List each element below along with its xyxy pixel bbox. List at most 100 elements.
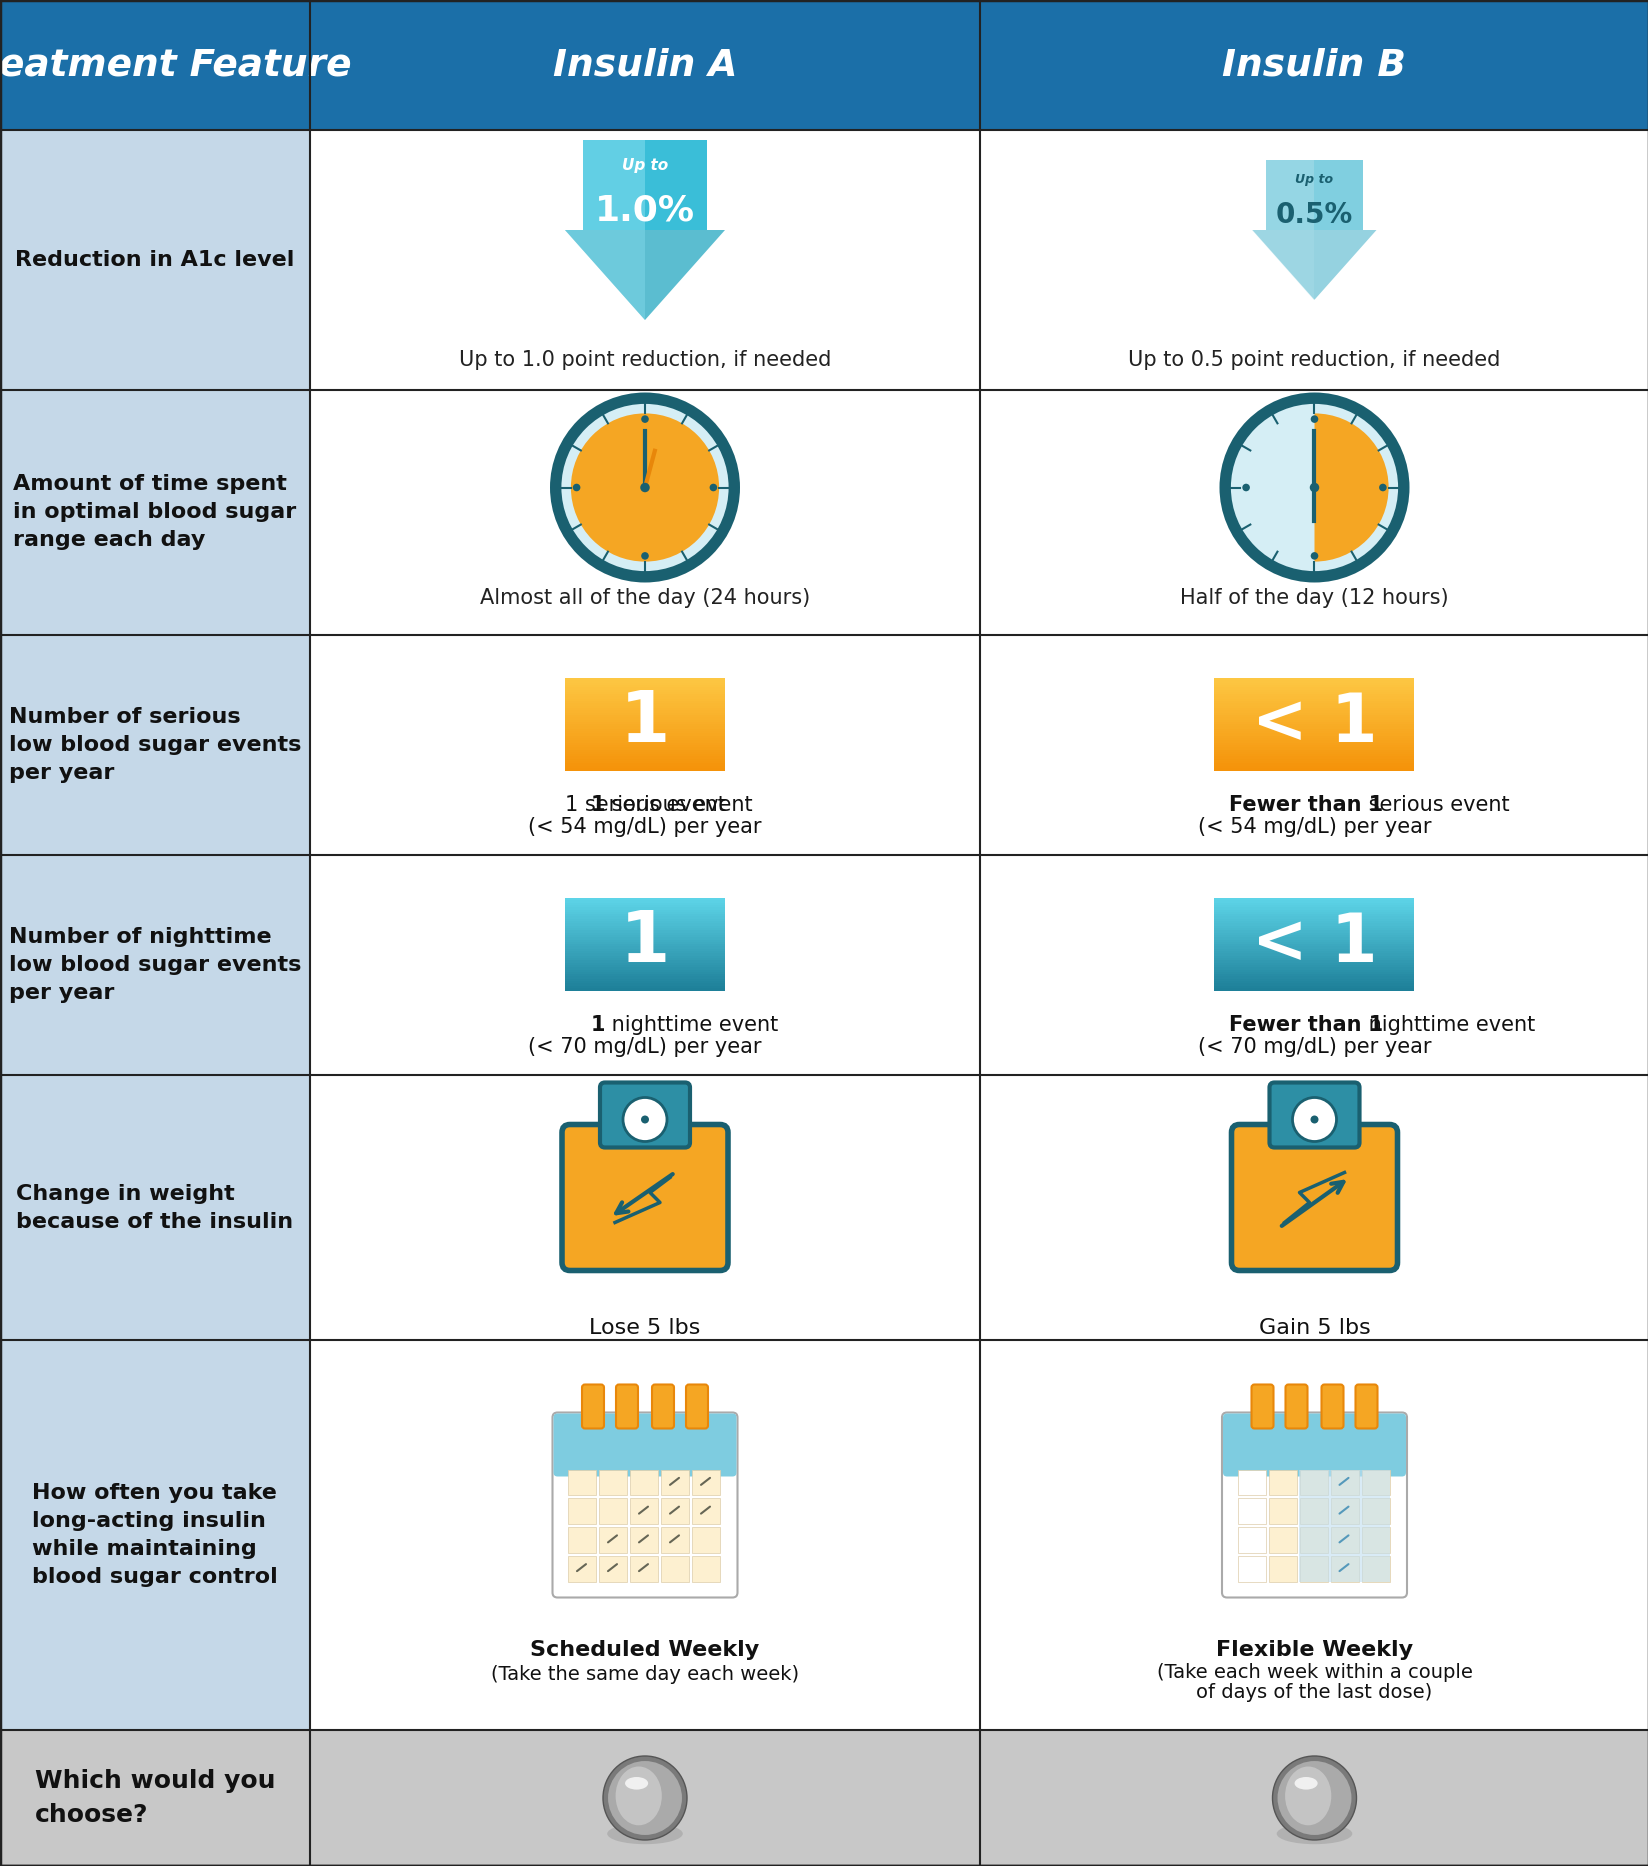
Bar <box>1330 1556 1358 1582</box>
Bar <box>565 711 725 713</box>
Bar <box>565 687 725 690</box>
Bar <box>1215 722 1414 724</box>
Bar <box>1215 905 1414 907</box>
Bar <box>565 702 725 703</box>
Bar <box>692 1470 720 1495</box>
Bar <box>565 733 725 735</box>
Bar <box>1238 1526 1266 1553</box>
Bar <box>1215 726 1414 730</box>
Bar <box>1215 720 1414 722</box>
Bar <box>565 937 725 940</box>
Circle shape <box>709 483 717 491</box>
Bar <box>1215 957 1414 961</box>
Bar <box>565 974 725 978</box>
Circle shape <box>1310 1116 1318 1123</box>
Text: of days of the last dose): of days of the last dose) <box>1196 1683 1432 1702</box>
Bar <box>565 715 725 718</box>
Bar <box>565 924 725 926</box>
Text: (Take the same day each week): (Take the same day each week) <box>491 1666 799 1685</box>
Bar <box>565 985 725 989</box>
Polygon shape <box>583 140 707 230</box>
Bar <box>1215 985 1414 989</box>
Bar <box>565 942 725 944</box>
Bar <box>1215 761 1414 763</box>
Bar <box>565 754 725 758</box>
Bar <box>1299 1556 1327 1582</box>
Bar <box>1215 963 1414 965</box>
Bar <box>565 726 725 730</box>
Bar <box>1215 974 1414 978</box>
Circle shape <box>1292 1097 1335 1142</box>
Bar <box>1269 1470 1297 1495</box>
Bar <box>1215 933 1414 935</box>
Bar <box>1215 903 1414 905</box>
Bar <box>565 746 725 750</box>
Bar <box>565 730 725 731</box>
FancyBboxPatch shape <box>1251 1385 1272 1429</box>
Text: (< 54 mg/dL) per year: (< 54 mg/dL) per year <box>1196 817 1430 838</box>
Text: nighttime event: nighttime event <box>605 1015 778 1036</box>
Bar <box>565 681 725 683</box>
Text: nighttime event: nighttime event <box>1361 1015 1534 1036</box>
Bar <box>1215 982 1414 983</box>
Text: Up to: Up to <box>621 159 667 174</box>
Bar <box>565 963 725 965</box>
Bar <box>565 899 725 903</box>
Ellipse shape <box>1276 1823 1351 1844</box>
Bar <box>569 1526 597 1553</box>
Circle shape <box>1277 1762 1351 1834</box>
Bar <box>565 743 725 745</box>
Bar <box>1215 735 1414 739</box>
Bar <box>565 683 725 685</box>
Bar <box>1215 687 1414 690</box>
Bar <box>565 933 725 935</box>
Bar <box>565 914 725 916</box>
Text: Up to 1.0 point reduction, if needed: Up to 1.0 point reduction, if needed <box>458 351 831 369</box>
Text: Treatment Feature: Treatment Feature <box>0 47 351 82</box>
Text: 1: 1 <box>620 689 669 758</box>
Text: (< 54 mg/dL) per year: (< 54 mg/dL) per year <box>527 817 761 838</box>
Bar <box>569 1498 597 1525</box>
Bar <box>1215 690 1414 692</box>
Bar <box>979 131 1648 390</box>
Bar <box>565 752 725 754</box>
Bar <box>630 1556 658 1582</box>
Bar <box>565 972 725 974</box>
Bar <box>565 713 725 715</box>
Bar <box>630 1470 658 1495</box>
Text: 0.5%: 0.5% <box>1276 202 1353 230</box>
Bar <box>1215 907 1414 911</box>
Polygon shape <box>1252 230 1313 300</box>
Bar <box>1215 946 1414 950</box>
Circle shape <box>603 1756 687 1840</box>
Bar <box>565 741 725 743</box>
FancyBboxPatch shape <box>1355 1385 1376 1429</box>
Wedge shape <box>1313 414 1388 562</box>
Bar <box>565 957 725 961</box>
Bar <box>1215 730 1414 731</box>
Bar <box>565 724 725 728</box>
Bar <box>1215 912 1414 914</box>
Bar <box>565 916 725 920</box>
Circle shape <box>1272 1756 1356 1840</box>
Bar <box>565 980 725 982</box>
FancyBboxPatch shape <box>686 1385 707 1429</box>
Text: (< 70 mg/dL) per year: (< 70 mg/dL) per year <box>527 1037 761 1056</box>
Bar <box>565 965 725 968</box>
Bar <box>565 961 725 963</box>
Bar <box>1215 746 1414 750</box>
Bar <box>565 955 725 959</box>
Circle shape <box>1220 392 1409 582</box>
Bar <box>565 907 725 911</box>
Bar <box>1215 944 1414 946</box>
Bar <box>1215 965 1414 968</box>
Bar <box>310 1075 979 1340</box>
FancyBboxPatch shape <box>616 1385 638 1429</box>
Bar <box>1215 694 1414 696</box>
Bar <box>1215 711 1414 713</box>
Text: 1: 1 <box>590 795 605 815</box>
Ellipse shape <box>606 1823 682 1844</box>
Bar <box>565 707 725 711</box>
FancyBboxPatch shape <box>1231 1125 1396 1271</box>
Bar <box>1215 954 1414 955</box>
